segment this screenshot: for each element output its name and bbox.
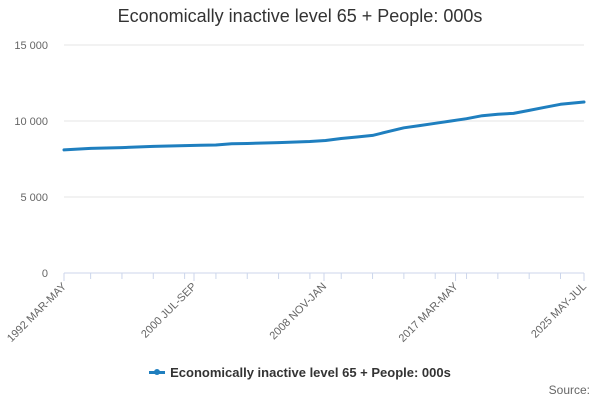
data-point[interactable] <box>496 113 500 116</box>
y-tick-label: 15 000 <box>14 40 48 52</box>
source-label: Source: <box>548 383 590 397</box>
data-point[interactable] <box>418 124 421 127</box>
legend-marker-icon <box>149 369 166 376</box>
series-line[interactable] <box>62 100 586 152</box>
data-point[interactable] <box>340 137 343 140</box>
data-point[interactable] <box>371 134 374 137</box>
data-point[interactable] <box>230 142 233 145</box>
x-tick-label: 2008 NOV-JAN <box>267 281 329 343</box>
data-point[interactable] <box>481 114 484 117</box>
series-group <box>62 100 586 152</box>
y-tick-label: 10 000 <box>14 116 48 128</box>
x-tick-label: 2017 MAR-MAY <box>397 280 462 345</box>
legend-label: Economically inactive level 65 + People:… <box>170 365 451 380</box>
data-point[interactable] <box>152 145 155 148</box>
data-point[interactable] <box>62 148 66 152</box>
y-gridlines <box>64 44 584 274</box>
data-point[interactable] <box>543 106 546 109</box>
data-point[interactable] <box>199 144 202 147</box>
x-tick-label: 1992 MAR-MAY <box>5 280 70 345</box>
data-point[interactable] <box>324 139 327 142</box>
data-point[interactable] <box>512 112 515 115</box>
x-tick-label: 2025 MAY-JUL <box>529 281 589 341</box>
data-point[interactable] <box>308 140 312 143</box>
data-point[interactable] <box>559 103 562 106</box>
x-tick-label: 2000 JUL-SEP <box>139 281 199 341</box>
data-point[interactable] <box>246 142 249 145</box>
data-point[interactable] <box>120 146 124 149</box>
data-point[interactable] <box>434 122 437 125</box>
data-point[interactable] <box>465 117 468 120</box>
data-point[interactable] <box>277 141 280 144</box>
data-point[interactable] <box>214 143 218 147</box>
data-point[interactable] <box>183 144 186 147</box>
data-point[interactable] <box>575 101 578 105</box>
y-tick-label: 0 <box>42 268 48 280</box>
y-tick-label: 5 000 <box>20 192 48 204</box>
data-point[interactable] <box>582 100 586 104</box>
data-point[interactable] <box>528 109 531 112</box>
data-point[interactable] <box>402 126 406 129</box>
x-axis-tick-labels: 1992 MAR-MAY 2000 JUL-SEP 2008 NOV-JAN 2017… <box>5 280 589 345</box>
x-axis <box>63 272 585 281</box>
data-point[interactable] <box>449 119 453 123</box>
data-point[interactable] <box>387 130 390 133</box>
y-axis-tick-labels: 0 5 000 10 000 15 000 <box>14 40 48 280</box>
data-point[interactable] <box>355 135 359 139</box>
legend[interactable]: Economically inactive level 65 + People:… <box>0 365 600 380</box>
data-point[interactable] <box>89 147 92 150</box>
chart-title: Economically inactive level 65 + People:… <box>117 6 483 26</box>
